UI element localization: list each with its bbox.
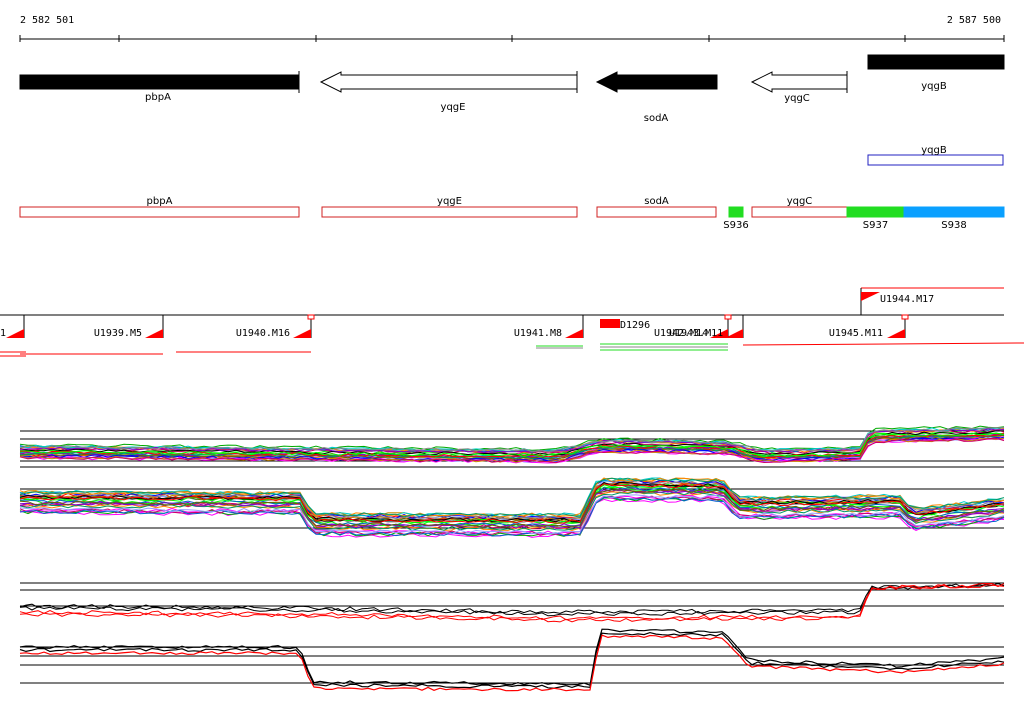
annotation-sodA xyxy=(596,206,717,218)
summary-line xyxy=(19,582,1005,614)
segment-flag xyxy=(887,329,905,338)
annotation-S938 xyxy=(903,206,1005,218)
gene-yqgB xyxy=(867,54,1005,70)
signal-line xyxy=(19,483,1005,524)
annotation-label-S937: S937 xyxy=(863,220,888,231)
gene-pbpA xyxy=(19,74,300,90)
signal-line xyxy=(19,479,1005,520)
summary-line xyxy=(19,628,1005,687)
signal-line xyxy=(19,427,1005,453)
segment-flag xyxy=(710,329,728,338)
segment-label-U1942-M14: U1942.M14 xyxy=(654,328,708,339)
signal-panel-summary-upper xyxy=(19,582,1005,623)
annotation-blue-label-yqgB: yqgB xyxy=(921,145,947,156)
segment-label-D1296: D1296 xyxy=(620,320,650,331)
annotation-label-pbpA: pbpA xyxy=(147,196,173,207)
gene-label-yqgC: yqgC xyxy=(784,93,810,104)
summary-line xyxy=(19,584,1005,623)
summary-line xyxy=(19,634,1005,692)
segment-marker xyxy=(307,314,315,320)
annotation-label-yqgC: yqgC xyxy=(787,196,813,207)
axis-start-label: 2 582 501 xyxy=(20,15,74,26)
axis-end-label: 2 587 500 xyxy=(947,15,1001,26)
segment-upper-flag xyxy=(861,292,880,301)
gene-label-pbpA: pbpA xyxy=(145,92,171,103)
segment-marker xyxy=(724,314,732,320)
signal-line xyxy=(19,496,1005,537)
segment-flag xyxy=(565,329,583,338)
gene-yqgC xyxy=(750,71,848,93)
gene-label-sodA: sodA xyxy=(644,113,669,124)
signal-line xyxy=(19,491,1005,532)
segment-label-U1945-M11: U1945.M11 xyxy=(829,328,883,339)
annotation-label-sodA: sodA xyxy=(644,196,669,207)
gene-label-yqgE: yqgE xyxy=(441,102,466,113)
gene-yqgE xyxy=(319,71,578,93)
segment-flag xyxy=(145,329,163,338)
segment-D1296-block xyxy=(600,319,620,328)
signal-line xyxy=(19,498,1005,538)
segment-flag xyxy=(725,329,743,338)
signal-panel-summary-lower xyxy=(19,628,1005,692)
segment-flag xyxy=(293,329,311,338)
segment-track: U1944.M17 1 U1939.M5 U1940.M16 U1941.M8 D1296… xyxy=(0,287,1024,357)
summary-line xyxy=(19,583,1005,617)
annotation-yqgE xyxy=(321,206,578,218)
signal-line xyxy=(19,434,1005,460)
segment-label-U1940-M16: U1940.M16 xyxy=(236,328,290,339)
annotation-label-yqgE: yqgE xyxy=(437,196,462,207)
annotation-yqgC xyxy=(751,206,848,218)
gene-sodA xyxy=(595,71,718,93)
segment-label-U1941-M8: U1941.M8 xyxy=(514,328,562,339)
segment-marker xyxy=(901,314,909,320)
signal-line xyxy=(19,486,1005,527)
axis-ticks xyxy=(19,35,1005,42)
gene-label-yqgB: yqgB xyxy=(921,81,947,92)
signal-line xyxy=(19,427,1005,452)
segment-label-U1944-M17: U1944.M17 xyxy=(880,294,934,305)
signal-panel-multi-upper xyxy=(19,425,1005,468)
summary-line xyxy=(19,631,1005,689)
annotation-label-S936: S936 xyxy=(723,220,748,231)
signal-line xyxy=(19,494,1005,535)
signal-line xyxy=(19,488,1005,528)
signal-line xyxy=(19,437,1005,464)
annotation-blue-track: yqgB xyxy=(867,145,1004,166)
annotation-track: pbpA yqgE sodA S936 yqgC S937 S938 xyxy=(19,196,1005,231)
annotation-pbpA xyxy=(19,206,300,218)
segment-label-1: 1 xyxy=(0,328,6,339)
signal-line xyxy=(19,477,1005,518)
signal-line xyxy=(19,432,1005,458)
segment-label-U1943-M11: U1943.M11 xyxy=(669,328,723,339)
annotation-label-S938: S938 xyxy=(941,220,966,231)
annotation-S937 xyxy=(846,206,905,218)
segment-underline xyxy=(742,342,1024,346)
signal-panel-multi-lower xyxy=(19,477,1005,538)
gene-track: pbpA yqgE sodA yqgC yqgB xyxy=(19,54,1005,124)
signal-line xyxy=(19,432,1005,458)
annotation-blue-yqgB xyxy=(867,154,1004,166)
annotation-S936 xyxy=(728,206,744,218)
segment-flag xyxy=(6,329,24,338)
coordinate-axis: 2 582 501 2 587 500 xyxy=(19,15,1005,42)
segment-label-U1939-M5: U1939.M5 xyxy=(94,328,142,339)
